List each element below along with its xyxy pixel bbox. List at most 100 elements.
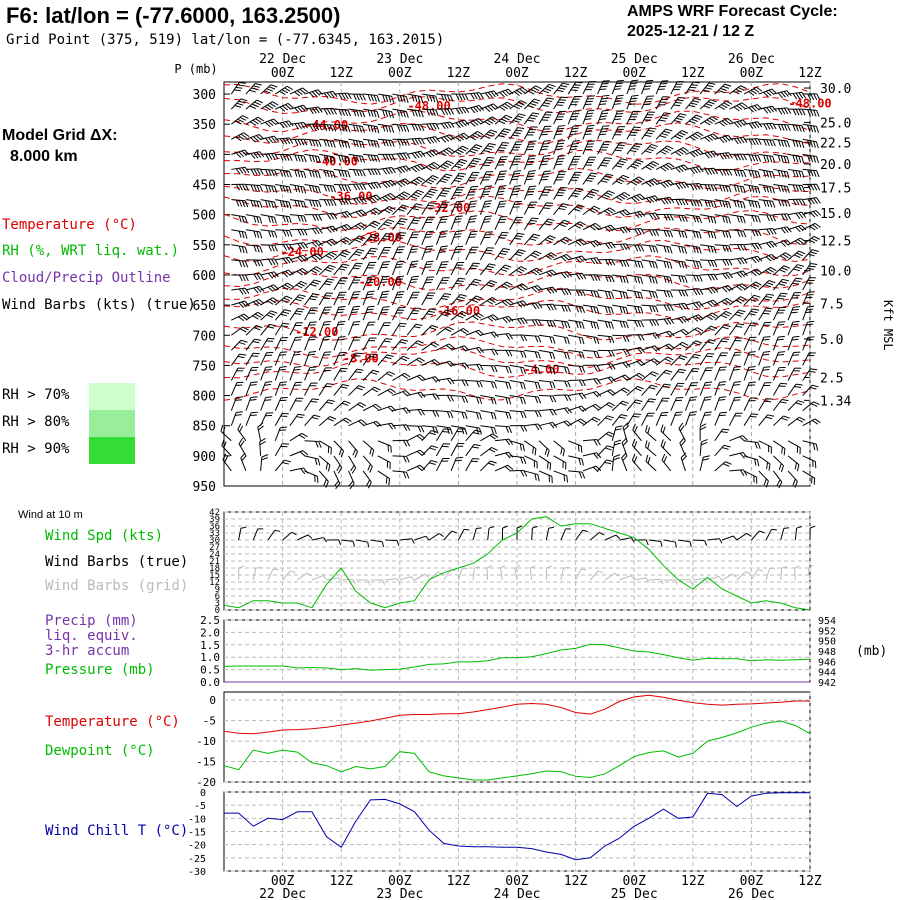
wind-barb xyxy=(333,400,351,411)
legend-wind-barbs: Wind Barbs (kts) (true) xyxy=(2,297,196,313)
windchill-tick-label: 0 xyxy=(200,788,206,799)
wind-barb xyxy=(333,417,352,427)
wind-barb xyxy=(318,321,331,336)
wind-barb xyxy=(656,317,675,325)
wind-barb xyxy=(333,168,351,178)
wind-barb xyxy=(245,285,265,294)
wind-barb-true xyxy=(282,531,297,541)
wind-barb xyxy=(348,336,361,351)
wind-barb xyxy=(318,455,331,472)
wind-barb-true xyxy=(267,529,281,541)
wind-barb xyxy=(553,219,571,231)
wind-barb xyxy=(773,184,790,193)
wind-barb xyxy=(553,171,567,185)
windchill-tick-label: -20 xyxy=(188,841,206,852)
wind-barb xyxy=(611,400,629,411)
date-label-top: 25 Dec xyxy=(611,52,658,67)
wind-barb xyxy=(421,276,435,291)
wind-barb xyxy=(348,352,363,366)
wind-barb xyxy=(259,438,266,456)
wind-barb xyxy=(656,213,674,221)
wind-barb xyxy=(524,423,543,431)
wind-barb xyxy=(318,264,336,276)
wind-barb-grid xyxy=(500,564,506,581)
wind-barb xyxy=(802,168,820,178)
wind-barb xyxy=(275,120,294,129)
wind-barb xyxy=(597,190,615,200)
wind-barb xyxy=(699,411,712,426)
wind-barb xyxy=(392,439,411,447)
pressure-tick-label-right: 946 xyxy=(818,657,836,668)
windchill-line xyxy=(224,792,810,861)
wind-barb xyxy=(568,349,585,359)
wind-barb xyxy=(660,439,672,457)
wind-barb xyxy=(231,115,249,125)
wind-barb xyxy=(509,200,522,215)
wind-barb xyxy=(362,305,375,321)
wind-barb xyxy=(787,224,807,233)
rh-swatch-80 xyxy=(89,410,135,437)
wind-barb xyxy=(685,288,704,296)
wind-barb xyxy=(319,168,336,179)
wind-barb xyxy=(626,259,644,269)
wind-barb xyxy=(553,125,566,140)
wind-barb xyxy=(670,96,686,110)
wind-barb xyxy=(304,336,317,351)
page-title: F6: lat/lon = (-77.6000, 163.2500) xyxy=(6,3,341,28)
wind-barb xyxy=(743,199,761,209)
wind-barb xyxy=(392,355,410,366)
wind-barb xyxy=(245,99,264,110)
wind-barb xyxy=(304,321,317,336)
wind-barb-true xyxy=(707,538,723,544)
wind-barb xyxy=(304,279,321,291)
time-label-top: 00Z xyxy=(505,66,529,81)
wind-barb xyxy=(700,244,717,254)
wind-barb xyxy=(714,284,734,293)
wind-barb xyxy=(538,97,555,110)
wind-barb xyxy=(656,229,674,238)
wind-barb xyxy=(377,219,395,231)
wind-barb xyxy=(772,398,789,411)
wind-barb xyxy=(348,222,367,231)
wind-barb xyxy=(377,470,391,486)
wind-barb xyxy=(392,138,410,146)
wind-barb xyxy=(289,336,303,351)
wind-barb xyxy=(465,312,484,321)
wind-barb xyxy=(773,90,792,99)
wind-barb xyxy=(274,381,288,396)
wind-barb xyxy=(729,309,746,321)
pressure-tick-label-right: 948 xyxy=(818,647,836,658)
wind-barb-grid xyxy=(385,578,401,584)
wind-barb xyxy=(494,451,514,459)
wind-barb xyxy=(626,289,644,300)
wind-barb xyxy=(377,455,391,470)
rh-bin-70-label: RH > 70% xyxy=(2,387,70,403)
wind-barb xyxy=(392,275,404,291)
wind-barb xyxy=(758,122,777,130)
wind-barb xyxy=(289,138,308,146)
wind-barb-true xyxy=(634,539,649,546)
wind-barb xyxy=(260,323,277,336)
wind-barb xyxy=(802,320,815,336)
wind-barb xyxy=(597,207,616,216)
wind-barb xyxy=(612,334,630,343)
wind-barb xyxy=(436,343,455,351)
wind-barb xyxy=(465,395,483,405)
wind-barb-true xyxy=(809,525,816,541)
wind-barb xyxy=(661,453,672,472)
wind-barb xyxy=(611,414,628,427)
wind-barb xyxy=(758,414,775,427)
wind-barb xyxy=(392,232,407,246)
temperature-contour-label: -16.00 xyxy=(437,304,480,318)
wind-barb xyxy=(333,153,351,164)
wind-barb xyxy=(274,309,292,321)
wind-barb-true xyxy=(443,530,458,541)
wind-barb xyxy=(656,244,673,254)
wind-barb xyxy=(700,199,717,208)
wind-barb xyxy=(348,138,365,149)
wind-barb xyxy=(392,204,410,216)
wind-barb xyxy=(494,141,510,155)
wind-barb-grid xyxy=(486,565,493,581)
wind-barb xyxy=(494,438,514,446)
wind-barb xyxy=(494,425,513,434)
